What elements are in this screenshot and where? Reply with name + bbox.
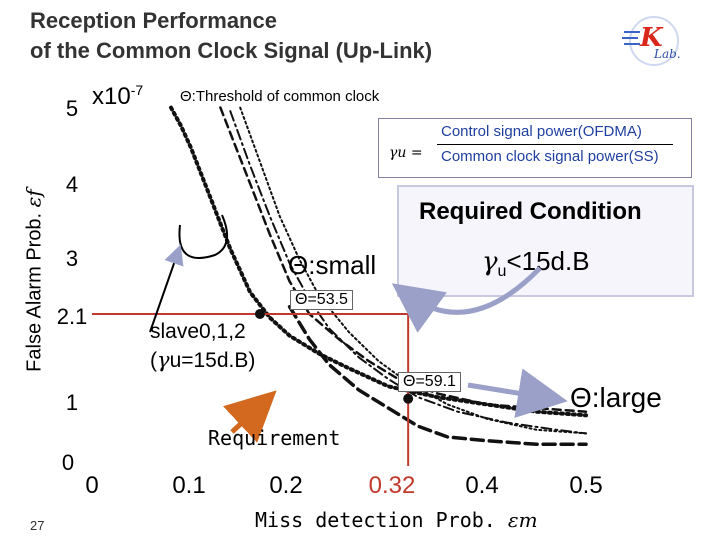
threshold-note: Θ:Threshold of common clock	[180, 88, 380, 105]
slave-line-1: slave0,1,2	[150, 320, 246, 343]
x-tick-0-2: 0.2	[269, 472, 303, 499]
slave-bracket	[178, 214, 229, 260]
theta-small-label: Θ:small	[288, 250, 377, 280]
x-axis-title-text: Miss detection Prob.	[255, 508, 496, 532]
x-axis-symbol: εm	[507, 508, 538, 532]
requirement-label: Requirement	[208, 426, 341, 450]
svg-text:Lab.: Lab.	[653, 47, 681, 61]
y-scale-power: -7	[130, 82, 144, 98]
slave-line-2: (γu=15d.B)	[150, 346, 255, 375]
svg-text:K: K	[639, 23, 664, 53]
series-line-1	[169, 105, 588, 418]
required-condition-expression: γu<15d.B	[482, 246, 590, 281]
gamma-symbol: γu =	[389, 145, 423, 161]
requirement-pointer	[223, 390, 277, 443]
y-tick-5: 5	[65, 96, 79, 121]
y-scale-label: x10-7	[92, 82, 143, 111]
y-scale-base: x10	[92, 83, 131, 110]
x-tick-0-5: 0.5	[569, 472, 603, 499]
slide-title: Reception Performance of the Common Cloc…	[30, 6, 432, 66]
y-tick-0: 0	[61, 450, 75, 475]
y-tick-3: 3	[65, 246, 79, 271]
x-tick-0-32: 0.32	[368, 472, 416, 499]
operating-point-1	[254, 308, 265, 319]
ratio-numerator: Control signal power(OFDMA)	[441, 123, 642, 140]
fraction-bar	[437, 144, 673, 145]
slave-gamma: γ	[157, 348, 170, 372]
slave-pointer-line	[149, 244, 184, 333]
series-line-2	[219, 106, 588, 413]
arrow-to-small	[391, 266, 542, 333]
condition-value: <15d.B	[506, 246, 590, 276]
lab-logo: K Lab.	[622, 16, 681, 66]
x-axis-title: Miss detection Prob. εm	[255, 508, 538, 532]
theta-59-1-label: Θ=59.1	[398, 372, 461, 392]
ratio-denominator: Common clock signal power(SS)	[441, 148, 659, 165]
x-tick-0-1: 0.1	[172, 472, 206, 499]
condition-subscript: u	[497, 263, 507, 281]
gamma-definition-box: γu = Control signal power(OFDMA) Common …	[378, 118, 692, 178]
title-line-2: of the Common Clock Signal (Up-Link)	[30, 38, 433, 63]
required-condition-panel	[397, 185, 694, 297]
page-number: 27	[30, 518, 45, 533]
arrow-to-large	[467, 368, 568, 418]
x-tick-0-4: 0.4	[465, 472, 499, 499]
theta-53-5-label: Θ=53.5	[290, 290, 353, 310]
title-line-1: Reception Performance	[30, 8, 277, 33]
slave-paren: (	[150, 349, 157, 372]
slave-value: u=15d.B)	[169, 349, 256, 372]
required-condition-title: Required Condition	[419, 198, 642, 225]
x-tick-0: 0	[85, 472, 99, 499]
y-tick-4: 4	[65, 172, 79, 197]
condition-gamma: γ	[482, 247, 498, 277]
operating-point-2	[403, 393, 414, 404]
y-tick-2-1: 2.1	[56, 304, 88, 329]
theta-large-label: Θ:large	[570, 382, 662, 413]
series-layer	[169, 105, 588, 447]
series-line-5	[287, 304, 588, 447]
slave-label: slave0,1,2 (γu=15d.B)	[150, 318, 255, 375]
y-tick-1: 1	[65, 390, 79, 415]
series-line-4	[239, 106, 587, 435]
